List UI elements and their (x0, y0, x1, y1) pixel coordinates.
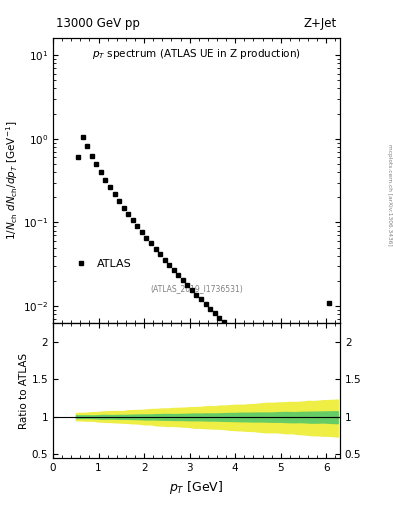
Text: (ATLAS_2019_I1736531): (ATLAS_2019_I1736531) (150, 284, 243, 293)
X-axis label: $p_T$ [GeV]: $p_T$ [GeV] (169, 479, 224, 496)
Text: mcplots.cern.ch [arXiv:1306.3436]: mcplots.cern.ch [arXiv:1306.3436] (387, 144, 392, 245)
Text: Z+Jet: Z+Jet (304, 17, 337, 30)
Legend: ATLAS: ATLAS (64, 253, 137, 274)
Y-axis label: $1/N_{\rm ch}\;dN_{\rm ch}/dp_T$ [GeV$^{-1}$]: $1/N_{\rm ch}\;dN_{\rm ch}/dp_T$ [GeV$^{… (4, 121, 20, 240)
Text: 13000 GeV pp: 13000 GeV pp (56, 17, 140, 30)
Text: $p_T$ spectrum (ATLAS UE in Z production): $p_T$ spectrum (ATLAS UE in Z production… (92, 47, 301, 61)
Y-axis label: Ratio to ATLAS: Ratio to ATLAS (19, 352, 29, 429)
